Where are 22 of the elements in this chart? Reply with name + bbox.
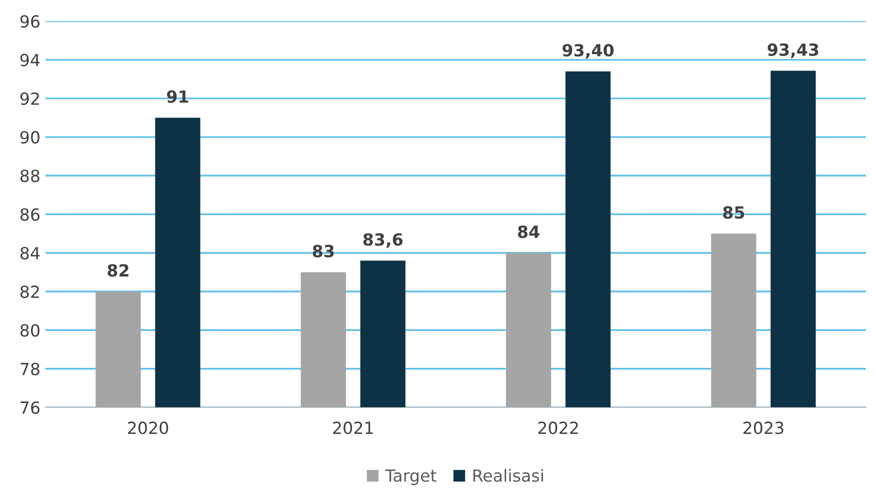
x-tick-label: 2020 xyxy=(128,422,168,434)
y-tick-label: 96 xyxy=(20,15,40,28)
x-tick-label: 2023 xyxy=(743,422,784,434)
y-tick-label: 82 xyxy=(20,285,39,298)
y-tick-label: 90 xyxy=(20,130,40,144)
y-tick-label: 86 xyxy=(20,208,40,221)
y-tick-label: 80 xyxy=(20,324,40,337)
data-label: 83,6 xyxy=(363,233,403,248)
x-tick-label: 2022 xyxy=(538,422,578,434)
y-tick-label: 78 xyxy=(20,362,40,376)
legend-label: Realisasi xyxy=(473,468,543,482)
y-tick-label: 94 xyxy=(20,54,40,66)
data-label: 84 xyxy=(518,225,540,238)
y-tick-label: 92 xyxy=(20,92,39,105)
data-label: 93,40 xyxy=(562,44,614,59)
data-label: 82 xyxy=(108,264,128,277)
y-tick-label: 84 xyxy=(20,246,40,260)
y-tick-label: 88 xyxy=(20,170,40,182)
data-label: 93,43 xyxy=(768,43,818,58)
legend-label: Target xyxy=(385,469,436,486)
y-tick-label: 76 xyxy=(20,401,40,414)
x-tick-label: 2021 xyxy=(333,422,373,434)
